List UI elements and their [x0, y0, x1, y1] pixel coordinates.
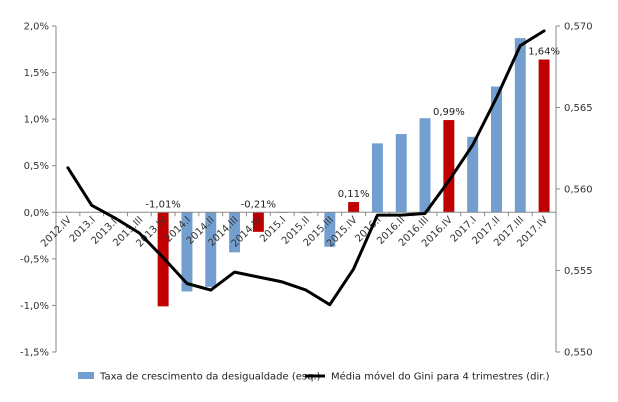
bar-2014.III — [229, 212, 241, 253]
bar-2017.II — [491, 86, 502, 213]
bar-2015.III — [324, 212, 336, 247]
legend-bar-label: Taxa de crescimento da desigualdade (esq… — [99, 372, 321, 383]
bar-2014.IV — [252, 212, 264, 232]
right-axis-ticks: 0,570 0,565 0,560 0,555 0,550 — [556, 22, 593, 359]
right-axis-tick-label: 0,555 — [564, 266, 593, 277]
right-axis-tick-label: 0,560 — [564, 185, 593, 196]
bar-2016.I — [371, 143, 383, 213]
bar-2016.II — [395, 134, 407, 213]
bar-2017.I — [467, 136, 479, 213]
left-axis-tick-label: -0,5% — [20, 254, 49, 265]
right-axis-tick-label: 0,570 — [564, 22, 593, 33]
left-axis-tick-label: -1,0% — [20, 301, 49, 312]
data-label: 0,99% — [433, 107, 465, 118]
axes — [55, 26, 557, 352]
bar-2015.IV — [348, 202, 360, 213]
left-axis-tick-label: 0,5% — [24, 161, 49, 172]
left-axis-tick-label: 1,0% — [24, 115, 49, 126]
left-axis-tick-label: -1,5% — [20, 348, 49, 359]
data-label: 0,11% — [338, 189, 370, 200]
left-axis-tick-label: 2,0% — [24, 22, 49, 33]
gini-moving-average-line — [66, 29, 546, 307]
left-axis-ticks: 2,0% 1,5% 1,0% 0,5% 0,0% -0,5% -1,0% -1,5% — [20, 22, 56, 359]
x-axis-tick-label: 2012.IV — [39, 215, 74, 250]
left-axis-tick-label: 0,0% — [24, 208, 49, 219]
legend: Taxa de crescimento da desigualdade (esq… — [78, 371, 550, 383]
line-series — [66, 29, 546, 307]
legend-bar-swatch — [78, 372, 94, 379]
bar-2016.III — [419, 118, 431, 213]
data-label: -1,01% — [145, 199, 180, 210]
data-label: 1,64% — [528, 47, 560, 58]
bar-2014.II — [205, 212, 217, 287]
bar-2017.IV — [538, 59, 550, 213]
bar-2016.IV — [443, 120, 455, 213]
legend-line-label: Média móvel do Gini para 4 trimestres (d… — [331, 371, 550, 383]
right-axis-tick-label: 0,550 — [564, 348, 593, 359]
right-axis-tick-label: 0,565 — [564, 103, 593, 114]
left-axis-tick-label: 1,5% — [24, 68, 49, 79]
bar-2017.III — [514, 38, 526, 213]
data-label: -0,21% — [241, 199, 276, 210]
bar-2014.I — [181, 212, 193, 292]
data-labels: -1,01% -0,21% 0,11% 0,99% 1,64% — [145, 47, 560, 211]
